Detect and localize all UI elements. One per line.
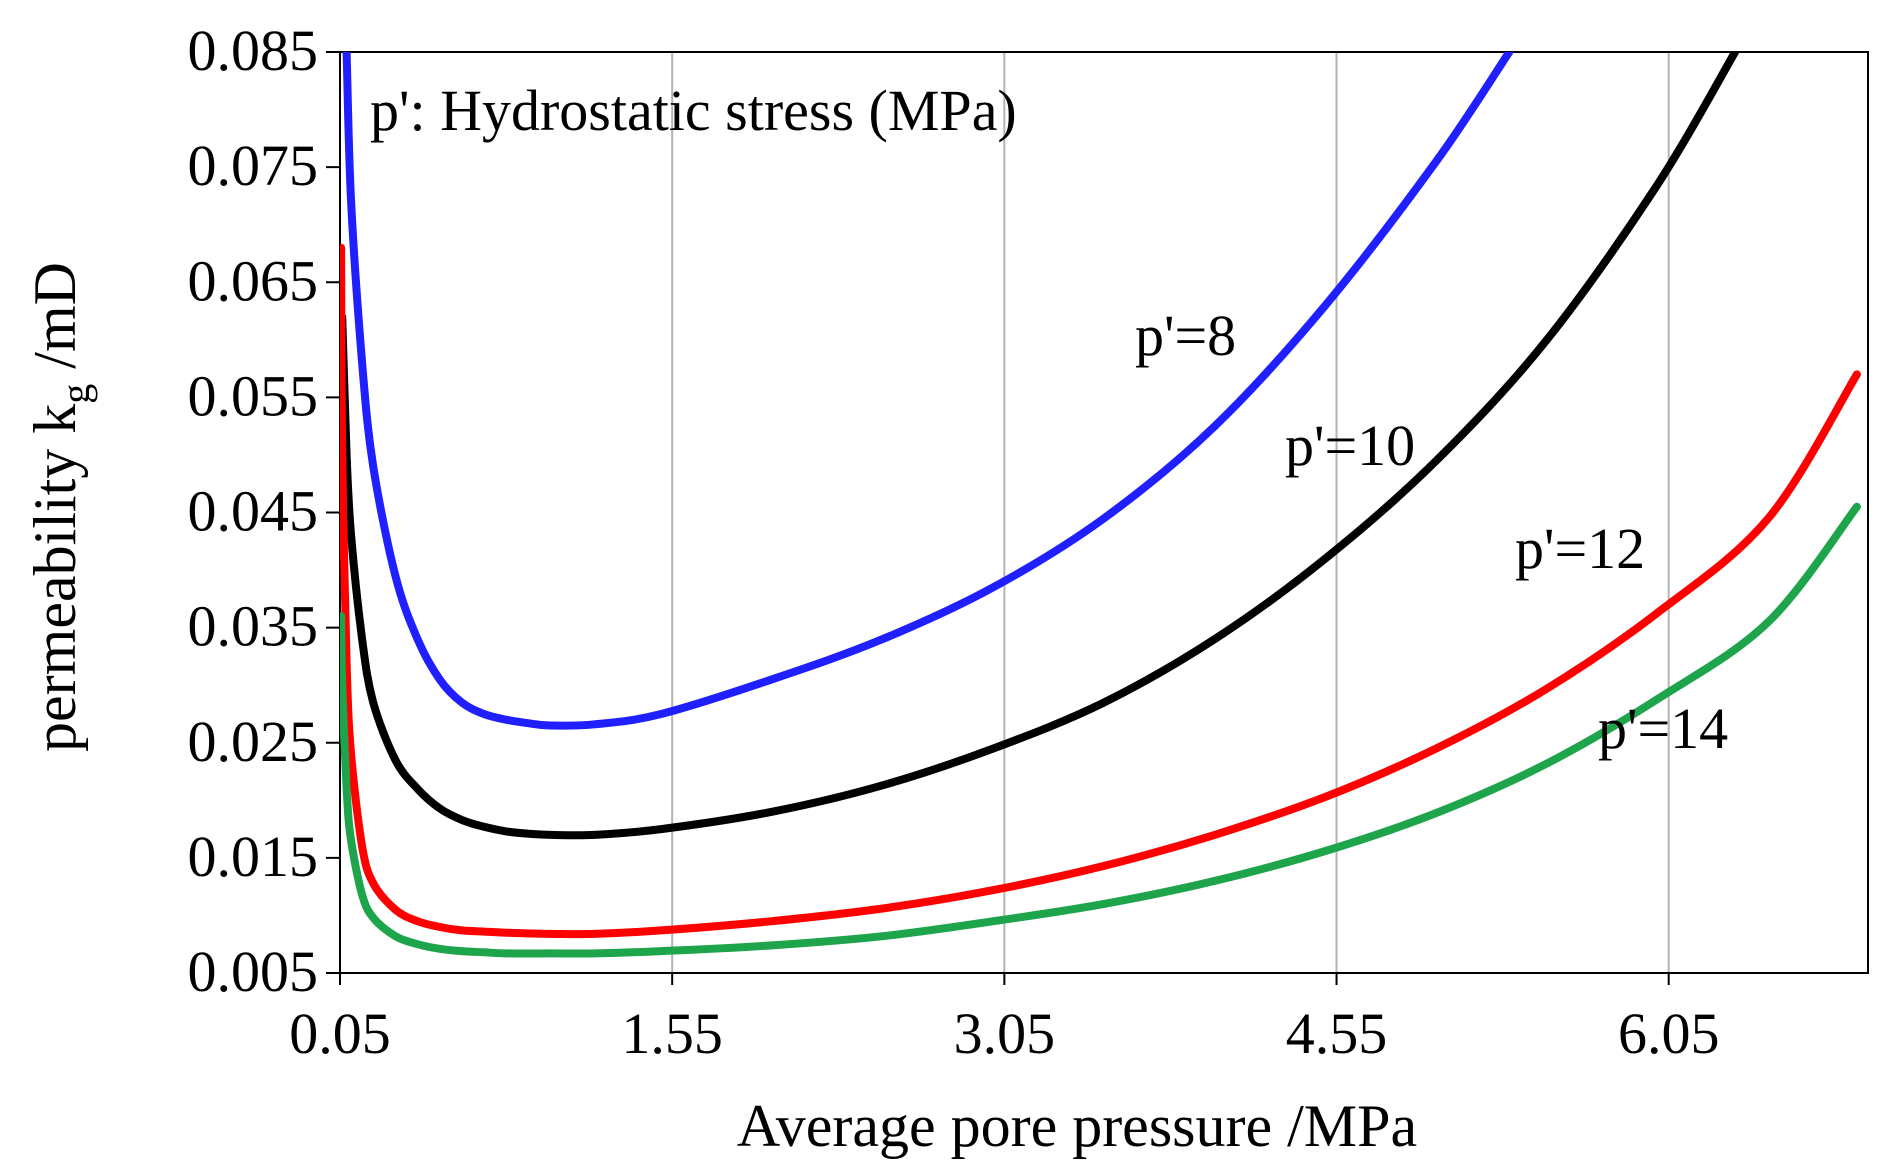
series-line-p12 — [340, 243, 1861, 939]
y-tick-label: 0.015 — [188, 824, 319, 889]
x-axis-title: Average pore pressure /MPa — [737, 1093, 1417, 1159]
y-tick-label: 0.025 — [188, 709, 319, 774]
y-tick-label: 0.045 — [188, 479, 319, 544]
y-tick-label: 0.055 — [188, 363, 319, 428]
y-axis-title: permeability kg /mD — [22, 262, 98, 752]
series-label-p8: p'=8 — [1135, 303, 1236, 368]
y-tick-label: 0.035 — [188, 594, 319, 659]
series-label-p12: p'=12 — [1515, 516, 1645, 581]
y-axis-title-subscript: g — [53, 384, 98, 404]
x-tick-label: 3.05 — [954, 1001, 1056, 1066]
grid-lines — [671, 52, 1670, 973]
x-tick-label: 6.05 — [1618, 1001, 1720, 1066]
x-tick-label: 0.05 — [289, 1001, 391, 1066]
series-line-p14 — [340, 502, 1861, 958]
y-tick-label: 0.085 — [188, 18, 319, 83]
x-tick-label: 1.55 — [621, 1001, 723, 1066]
series-line-p10 — [340, 52, 1740, 840]
y-tick-label: 0.005 — [188, 939, 319, 1004]
y-tick-label: 0.065 — [188, 248, 319, 313]
y-axis-title-main: permeability k — [22, 404, 88, 752]
stress-annotation: p': Hydrostatic stress (MPa) — [370, 78, 1017, 143]
series-line-p8 — [342, 52, 1514, 730]
series-labels: p'=8 p'=10 p'=12 p'=14 — [1135, 303, 1728, 761]
series-label-p10: p'=10 — [1285, 413, 1415, 478]
y-tick-label: 0.075 — [188, 133, 319, 198]
y-axis-title-unit: /mD — [22, 262, 88, 384]
series-label-p14: p'=14 — [1598, 696, 1728, 761]
x-tick-label: 4.55 — [1286, 1001, 1388, 1066]
series-lines — [340, 52, 1861, 958]
axis-ticks: 0.05 1.55 3.05 4.55 6.05 0.005 0.015 0.025 0.035… — [188, 18, 1720, 1066]
